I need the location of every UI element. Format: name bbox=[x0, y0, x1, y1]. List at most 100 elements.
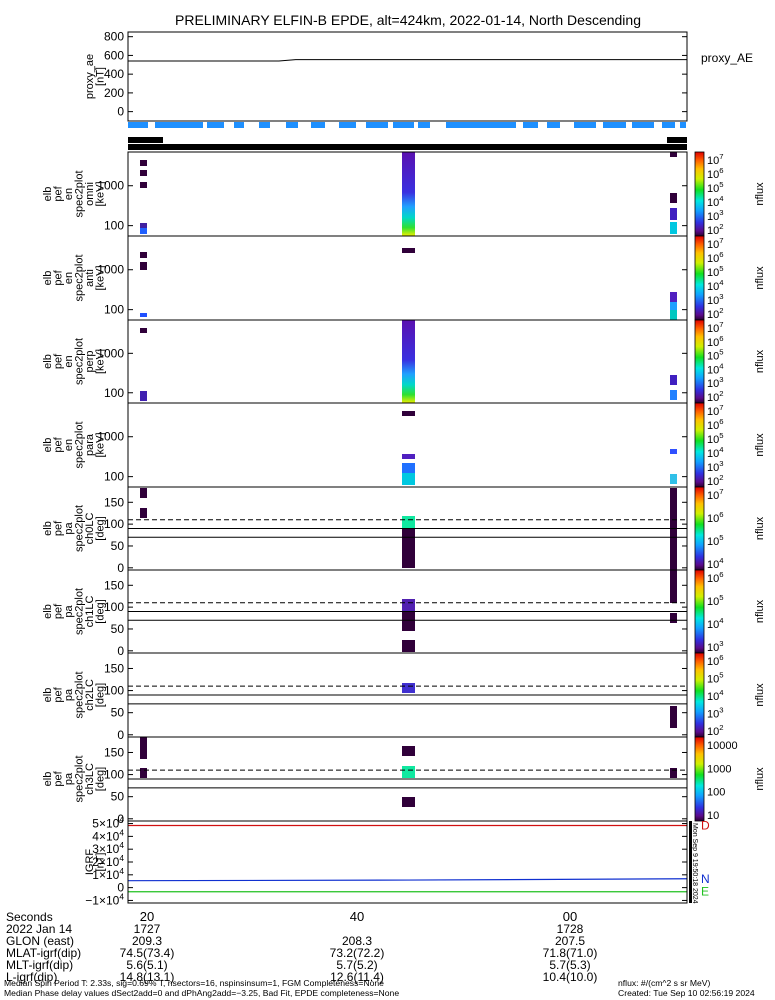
colorbar-tick: 103 bbox=[707, 639, 724, 654]
colorbar-tick: 107 bbox=[707, 487, 724, 502]
plot-timestamp: Mon Sep 9 19:50:18 2024 bbox=[691, 823, 698, 904]
heatmap-cell bbox=[670, 570, 677, 603]
blue-bar-segment bbox=[339, 122, 356, 128]
blue-bar-segment bbox=[446, 122, 516, 128]
heatmap-cell bbox=[402, 611, 415, 631]
ylabel-ch0LC: elbpefpaspec2plotch0LC[deg] bbox=[42, 505, 107, 552]
colorbar-label: nflux bbox=[754, 516, 766, 540]
ytick-label: 150 bbox=[104, 661, 124, 675]
heatmap-cell bbox=[670, 152, 677, 157]
heatmap-cell bbox=[670, 706, 677, 728]
ytick-label: 4×104 bbox=[92, 827, 124, 843]
colorbar bbox=[694, 402, 705, 488]
xtick-label: 40 bbox=[350, 909, 364, 924]
colorbar-tick: 104 bbox=[707, 688, 724, 703]
burst-column bbox=[402, 152, 415, 236]
ytick-label: 100 bbox=[104, 684, 124, 698]
colorbar-tick: 10000 bbox=[707, 740, 738, 752]
xrow-value: 5.7(5.3) bbox=[549, 958, 590, 972]
ytick-label: 100 bbox=[104, 219, 124, 233]
colorbar-tick: 105 bbox=[707, 348, 724, 363]
series-line-proxy-ae bbox=[128, 59, 687, 62]
colorbar-tick: 102 bbox=[707, 306, 724, 321]
colorbar-tick: 103 bbox=[707, 292, 724, 307]
heatmap-cell bbox=[670, 222, 677, 234]
yellow-bar bbox=[128, 144, 687, 150]
panel-IGRF: IGRF[nT]5×1044×1043×1042×1041×1040−1×104… bbox=[84, 815, 710, 908]
blue-bar-segment bbox=[259, 122, 270, 128]
colorbar-tick: 104 bbox=[707, 278, 724, 293]
colorbar-tick: 107 bbox=[707, 403, 724, 418]
heatmap-cell bbox=[140, 391, 147, 401]
footer-line2-right: Created: Tue Sep 10 02:56:19 2024 bbox=[618, 988, 755, 998]
ytick-label: 100 bbox=[104, 470, 124, 484]
xrow-value: 209.3 bbox=[132, 934, 162, 948]
ylabel-ch3LC: elbpefpaspec2plotch3LC[deg] bbox=[42, 755, 107, 802]
blue-bar-segment bbox=[574, 122, 596, 128]
colorbar-tick: 103 bbox=[707, 706, 724, 721]
colorbar-tick: 104 bbox=[707, 616, 724, 631]
ylabel-IGRF: IGRF[nT] bbox=[84, 849, 107, 876]
status-bars bbox=[128, 122, 687, 150]
blue-bar-segment bbox=[311, 122, 325, 128]
heatmap-cell bbox=[670, 292, 677, 302]
ytick-label: 1×104 bbox=[92, 866, 124, 882]
heatmap-cell bbox=[402, 640, 415, 652]
blue-bar-segment bbox=[286, 122, 298, 128]
ylabel-para: elbpefenspec2plotpara[keV] bbox=[42, 421, 107, 468]
xrow-value: 14.8(13.1) bbox=[120, 970, 175, 984]
heatmap-cell bbox=[140, 737, 147, 759]
heatmap-cell bbox=[670, 474, 677, 484]
colorbar-tick: 105 bbox=[707, 431, 724, 446]
ylabel-omni: elbpefenspec2plotomni[keV] bbox=[42, 170, 107, 217]
colorbar bbox=[694, 235, 705, 321]
ytick-label: 2×104 bbox=[92, 853, 124, 869]
blue-bar-segment bbox=[155, 122, 203, 128]
heatmap-cell bbox=[402, 463, 415, 473]
colorbar-tick: 106 bbox=[707, 653, 724, 668]
panel-anti: elbpefenspec2plotanti[keV]10001001071061… bbox=[42, 235, 766, 321]
heatmap-cell bbox=[670, 613, 677, 623]
ytick-label: 0 bbox=[117, 644, 124, 658]
heatmap-cell bbox=[670, 449, 677, 454]
colorbar bbox=[694, 486, 705, 571]
ylabel-perp: elbpefenspec2plotperp[keV] bbox=[42, 338, 107, 385]
colorbar-tick: 105 bbox=[707, 593, 724, 608]
ytick-label: 50 bbox=[111, 622, 125, 636]
ytick-label: −1×104 bbox=[85, 891, 124, 907]
colorbar-label: nflux bbox=[754, 349, 766, 373]
blue-bar-segment bbox=[547, 122, 560, 128]
panel-frame bbox=[127, 31, 688, 122]
colorbar-tick: 106 bbox=[707, 334, 724, 349]
heatmap-cell bbox=[140, 488, 147, 498]
heatmap-cell bbox=[140, 313, 147, 317]
footer-line1-right: nflux: #/(cm^2 s sr MeV) bbox=[618, 978, 711, 988]
colorbar-label: nflux bbox=[754, 599, 766, 623]
ytick-label: 1000 bbox=[97, 263, 124, 277]
xrow-label: Seconds bbox=[6, 910, 53, 924]
ytick-label: 100 bbox=[104, 517, 124, 531]
heatmap-cell bbox=[670, 193, 677, 203]
heatmap-cell bbox=[402, 528, 415, 568]
colorbar-tick: 107 bbox=[707, 236, 724, 251]
ytick-label: 5×104 bbox=[92, 815, 124, 831]
colorbar-tick: 105 bbox=[707, 533, 724, 548]
ytick-label: 100 bbox=[104, 386, 124, 400]
xrow-label: L-igrf(dip) bbox=[6, 970, 57, 984]
heatmap-cell bbox=[402, 766, 415, 778]
footer-line1: Median Spin Period T: 2.33s, sig=0.69% T… bbox=[4, 978, 384, 988]
colorbar-tick: 105 bbox=[707, 180, 724, 195]
heatmap-cell bbox=[670, 208, 677, 220]
ytick-label: 100 bbox=[104, 600, 124, 614]
xrow-value: 5.6(5.1) bbox=[126, 958, 167, 972]
ylabel-anti: elbpefenspec2plotanti[keV] bbox=[42, 254, 107, 301]
colorbar-tick: 103 bbox=[707, 208, 724, 223]
heatmap-cell bbox=[140, 328, 147, 333]
colorbar-tick: 107 bbox=[707, 152, 724, 167]
colorbar-tick: 106 bbox=[707, 250, 724, 265]
blue-bar-segment bbox=[632, 122, 654, 128]
colorbar-tick: 106 bbox=[707, 510, 724, 525]
colorbar-tick: 107 bbox=[707, 320, 724, 335]
blue-bar-segment bbox=[393, 122, 414, 128]
